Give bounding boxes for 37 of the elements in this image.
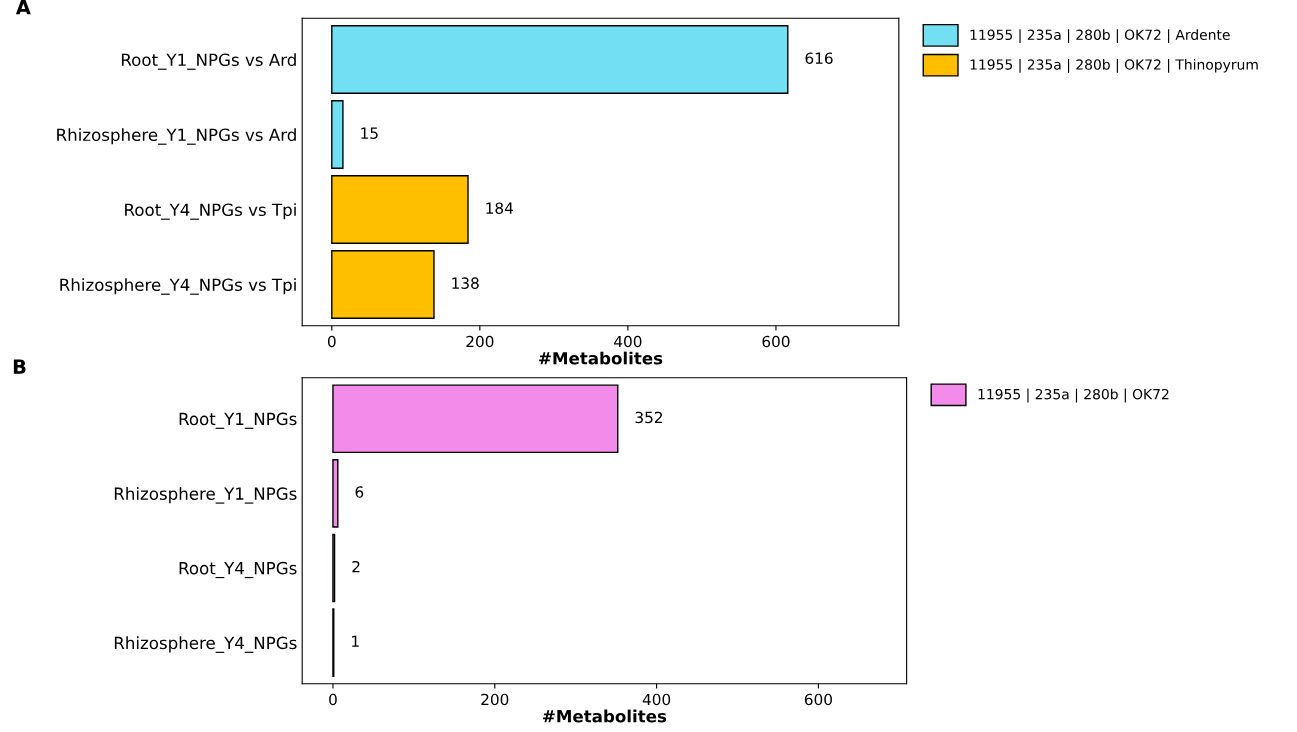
x-tick-label: 400 xyxy=(614,335,642,348)
data-label: 1 xyxy=(352,635,359,647)
bar xyxy=(331,100,344,169)
legend-label: 11955 | 235a | 280b | OK72 | Ardente xyxy=(970,29,1230,44)
data-label: 184 xyxy=(486,202,513,214)
y-tick-label: Root_Y4_NPGs vs Tpi xyxy=(125,203,296,220)
text: B xyxy=(13,359,26,374)
bar xyxy=(331,25,789,94)
y-tick-label: Root_Y1_NPGs vs Ard xyxy=(121,53,296,70)
x-axis-title: #Metabolites xyxy=(539,351,663,365)
x-tick-label: 0 xyxy=(327,335,336,348)
legend-label: 11955 | 235a | 280b | OK72 xyxy=(978,388,1169,403)
data-label: 6 xyxy=(355,486,364,498)
x-axis-title: #Metabolites xyxy=(543,709,667,723)
y-tick-label: Rhizosphere_Y4_NPGs xyxy=(114,636,297,653)
x-tick-label: 200 xyxy=(466,335,494,348)
y-tick-label: Rhizosphere_Y4_NPGs vs Tpi xyxy=(60,278,296,295)
x-tick-label: 0 xyxy=(329,693,337,706)
y-tick-label: Root_Y1_NPGs xyxy=(179,412,297,429)
bar xyxy=(332,384,619,454)
data-label: 138 xyxy=(452,277,479,289)
data-label: 616 xyxy=(805,52,833,64)
data-label: 2 xyxy=(352,560,360,573)
x-tick-label: 200 xyxy=(481,693,509,706)
y-tick-label: Root_Y4_NPGs xyxy=(179,561,297,579)
text: A xyxy=(15,0,31,15)
bar xyxy=(331,250,435,319)
data-label: 352 xyxy=(635,411,663,424)
bar xyxy=(332,459,339,528)
data-label: 15 xyxy=(361,127,378,139)
legend-label: 11955 | 235a | 280b | OK72 | Thinopyrum xyxy=(970,58,1258,73)
x-tick-label: 400 xyxy=(642,693,671,706)
y-tick-label: Rhizosphere_Y1_NPGs vs Ard xyxy=(57,128,296,145)
x-tick-label: 600 xyxy=(762,335,790,348)
bar xyxy=(331,175,469,244)
y-tick-label: Rhizosphere_Y1_NPGs xyxy=(114,487,297,504)
x-tick-label: 600 xyxy=(804,693,832,706)
